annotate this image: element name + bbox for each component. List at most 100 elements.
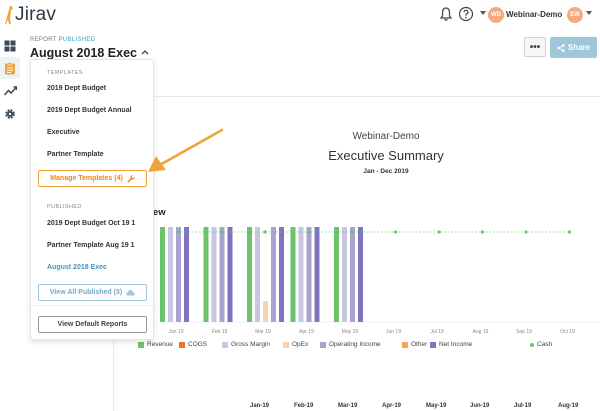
legend-swatch <box>138 341 144 348</box>
help-caret-icon[interactable] <box>480 11 486 15</box>
bottom-month-label: Mar-19 <box>338 403 358 409</box>
report-status-label: REPORT PUBLISHED <box>30 37 95 43</box>
report-label-text: REPORT <box>30 37 57 43</box>
org-avatar[interactable]: WD <box>488 7 504 23</box>
x-tick-label: May 19 <box>342 329 359 334</box>
rail-item-reports[interactable] <box>0 57 20 79</box>
chart-point-cash <box>350 230 354 234</box>
template-item[interactable]: Partner Template <box>47 151 104 158</box>
left-rail <box>0 34 20 411</box>
x-tick-label: Sep 19 <box>516 329 532 334</box>
bottom-month-label: Feb-19 <box>294 403 314 409</box>
view-all-published-button[interactable]: View All Published (3) <box>38 284 147 301</box>
wrench-icon <box>127 174 135 182</box>
chart-legend: Revenue COGS Gross Margin OpEx Operating Inc… <box>138 341 598 353</box>
x-tick-label: Mar 19 <box>255 329 271 334</box>
share-button[interactable]: Share <box>550 37 597 58</box>
giraffe-logo-icon <box>5 6 13 24</box>
cloud-icon <box>126 290 135 296</box>
view-all-published-label: View All Published (3) <box>49 289 123 296</box>
bell-icon[interactable] <box>438 6 454 22</box>
manage-templates-label: Manage Templates (4) <box>50 175 123 182</box>
legend-label: Other <box>411 341 428 348</box>
share-icon <box>557 43 565 52</box>
published-item[interactable]: Partner Template Aug 19 1 <box>47 242 135 249</box>
chevron-up-icon[interactable] <box>141 49 149 55</box>
view-default-reports-label: View Default Reports <box>57 321 128 328</box>
chart-bar-revenue <box>247 227 252 322</box>
legend-label: Revenue <box>147 341 174 348</box>
x-tick-label: Feb 19 <box>212 329 228 334</box>
chart-point-cash <box>480 230 485 234</box>
rail-item-dashboard[interactable] <box>0 35 20 57</box>
legend-swatch <box>530 342 534 347</box>
reports-icon <box>5 61 15 74</box>
annotation-arrow-icon <box>148 128 224 172</box>
legend-swatch <box>402 341 408 348</box>
legend-label: Cash <box>537 341 553 348</box>
legend-item[interactable]: Net Income <box>430 341 472 348</box>
chart-bar-operating-income <box>271 227 276 322</box>
template-item[interactable]: 2019 Dept Budget Annual <box>47 107 132 114</box>
settings-icon <box>5 109 15 119</box>
app-logo[interactable]: Jirav <box>4 4 56 26</box>
org-name[interactable]: Webinar-Demo <box>506 10 563 19</box>
report-page-top-border <box>113 96 600 97</box>
bottom-month-label: Apr-19 <box>382 403 402 409</box>
chart-bar-revenue <box>290 227 296 322</box>
report-title[interactable]: August 2018 Exec <box>30 46 137 60</box>
user-avatar[interactable]: EW <box>567 7 583 23</box>
chart-bar-net-income <box>184 227 189 322</box>
chart-point-cash <box>263 230 267 234</box>
x-tick-label: Jul 19 <box>430 329 444 334</box>
report-selector-dropdown: TEMPLATES 2019 Dept Budget 2019 Dept Bud… <box>30 59 155 340</box>
legend-swatch <box>283 341 289 348</box>
report-date-range: Jan - Dec 2019 <box>363 168 409 175</box>
chart-point-cash <box>524 230 528 234</box>
legend-label: OpEx <box>292 341 309 348</box>
published-item-current[interactable]: August 2018 Exec <box>47 264 107 271</box>
chart-bar-net-income <box>314 227 320 322</box>
legend-swatch <box>320 341 326 348</box>
legend-item[interactable]: Revenue <box>138 341 173 348</box>
legend-item[interactable]: Other <box>402 341 427 348</box>
chart-bar-revenue <box>334 227 339 322</box>
chart-bar-gross-margin <box>342 227 347 322</box>
report-status-text: PUBLISHED <box>58 37 96 43</box>
section-title: view <box>145 207 166 218</box>
legend-label: Operating Income <box>329 341 381 348</box>
view-default-reports-button[interactable]: View Default Reports <box>38 316 147 333</box>
template-item[interactable]: 2019 Dept Budget <box>47 85 107 92</box>
legend-item[interactable]: COGS <box>179 341 207 348</box>
dropdown-divider <box>31 305 155 306</box>
chart-bar-gross-margin <box>298 227 304 322</box>
top-bar: Jirav WD Webinar-Demo EW <box>0 0 600 30</box>
user-menu-caret-icon[interactable] <box>586 11 592 15</box>
chart-bar-revenue <box>160 227 165 322</box>
chart-point-cash <box>437 230 441 234</box>
legend-item[interactable]: Gross Margin <box>222 341 270 348</box>
x-tick-label: Jun 19 <box>386 329 401 334</box>
bottom-month-label: May-19 <box>426 403 447 409</box>
chart-point-cash <box>306 230 311 234</box>
rail-item-settings[interactable] <box>0 103 20 125</box>
legend-item[interactable]: Operating Income <box>320 341 381 348</box>
more-options-button[interactable]: ••• <box>524 37 546 57</box>
share-button-label: Share <box>567 43 591 52</box>
chart-point-cash <box>567 230 572 234</box>
chart-bar-opex <box>263 301 268 322</box>
template-item[interactable]: Executive <box>47 129 80 136</box>
published-item[interactable]: 2019 Dept Budget Oct 19 1 <box>47 220 136 227</box>
chart-bar-operating-income <box>306 227 312 322</box>
manage-templates-button[interactable]: Manage Templates (4) <box>38 170 147 187</box>
chart-bar-net-income <box>358 227 363 322</box>
help-icon[interactable] <box>458 6 474 22</box>
chart-bar-operating-income <box>350 227 355 322</box>
legend-item[interactable]: Cash <box>530 341 552 348</box>
bottom-month-label: Aug-19 <box>558 403 579 409</box>
chart-point-cash <box>176 230 180 234</box>
legend-label: Gross Margin <box>231 341 271 348</box>
legend-item[interactable]: OpEx <box>283 341 308 348</box>
app-logo-text: Jirav <box>15 4 57 25</box>
rail-item-trends[interactable] <box>0 80 20 102</box>
